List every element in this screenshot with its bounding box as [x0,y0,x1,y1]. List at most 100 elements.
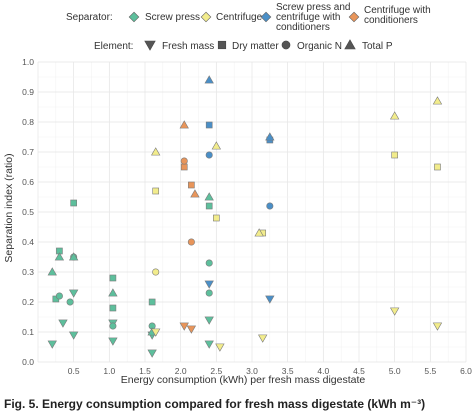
point-screw-dry [148,298,156,306]
legend-label-totp: Total P [362,41,393,52]
separator-legend-title: Separator: [66,12,113,23]
point-centrifuge-fresh [215,343,225,352]
point-centrifuge-dry [391,151,398,159]
point-screw-totp [54,252,65,261]
legend-key-centrifuge_cond [348,11,360,23]
point-screw_cond-dry [205,121,213,129]
x-tick-label: 1.5 [139,366,151,376]
legend-key-totp [344,39,356,50]
y-tick-label: 0.4 [22,237,34,247]
point-centrifuge_cond-orgn [187,238,195,246]
point-centrifuge_cond-totp [190,189,200,198]
point-centrifuge_cond-dry [180,163,188,171]
data-points [47,75,443,358]
point-centrifuge_cond-dry [188,181,195,189]
point-centrifuge-totp [211,141,222,150]
y-tick-label: 0.5 [22,207,34,217]
x-tick-label: 5.5 [424,366,436,376]
point-centrifuge_cond-totp [179,120,189,129]
legend-label-screw_cond: centrifuge with [276,12,340,23]
point-centrifuge-dry [152,187,160,195]
legend-label-centrifuge_cond: conditioners [364,15,418,26]
legend-label-fresh: Fresh mass [162,41,214,52]
point-screw-fresh [204,316,214,325]
y-tick-label: 0.7 [22,147,34,157]
legend-key-screw_cond [260,11,272,23]
legend-key-fresh [144,40,156,51]
y-tick-label: 0.8 [22,117,34,127]
point-screw-orgn [55,292,63,300]
point-screw-fresh [47,340,57,349]
y-tick-label: 0.1 [22,327,34,337]
y-tick-label: 0.2 [22,297,34,307]
x-tick-label: 6.0 [460,366,472,376]
point-screw-dry [109,304,117,312]
point-centrifuge_cond-orgn [180,157,188,165]
point-centrifuge-totp [432,96,443,105]
legend-key-centrifuge [200,11,212,23]
point-centrifuge-orgn [152,268,160,276]
legend-key-orgn [281,40,291,50]
x-tick-label: 5.0 [389,366,401,376]
point-screw_cond-fresh [204,280,214,289]
point-screw-orgn [109,322,117,330]
grid [37,61,467,363]
point-screw-dry [70,199,77,207]
y-tick-label: 0.6 [22,177,34,187]
point-screw-totp [68,252,79,261]
y-axis-ticks: 0.0 0.1 0.2 0.3 0.4 0.5 0.6 0.7 0.8 0.9 1.0 [22,57,34,367]
point-screw-dry [109,274,117,282]
point-centrifuge-fresh [258,334,268,343]
point-screw-fresh [68,289,79,298]
x-axis-ticks: 0.5 1.0 1.5 2.0 2.5 3.0 3.5 4.0 4.5 5.0 5.5 6.0 [68,366,472,376]
point-centrifuge-fresh [389,307,400,316]
x-tick-label: 4.0 [317,366,329,376]
legend-label-screw_cond: Screw press and [276,2,350,13]
point-centrifuge-fresh [151,328,161,337]
point-centrifuge_cond-fresh [179,322,189,331]
y-tick-label: 0.3 [22,267,34,277]
x-tick-label: 0.5 [68,366,80,376]
legend-label-dry: Dry matter [232,41,279,52]
point-screw-orgn [205,289,213,297]
point-screw-totp [47,267,57,276]
point-screw-fresh [204,340,214,349]
x-axis-title: Energy consumption (kWh) per fresh mass … [121,374,366,386]
x-tick-label: 2.0 [175,366,187,376]
point-screw-orgn [205,259,213,267]
point-screw-totp [204,192,214,201]
point-centrifuge-dry [434,163,441,171]
y-axis-title: Separation index (ratio) [3,153,15,262]
point-screw_cond-totp [265,132,275,141]
legend-key-screw [128,11,140,23]
legend-label-orgn: Organic N [297,41,342,52]
x-tick-label: 1.0 [103,366,115,376]
point-centrifuge-fresh [432,322,443,331]
legend-label-centrifuge_cond: Centrifuge with [364,5,431,16]
point-screw-fresh [68,331,79,340]
legend-label-centrifuge: Centrifuge [216,12,263,23]
x-tick-label: 2.5 [210,366,222,376]
legend: Separator: Screw press Centrifuge Screw pre… [66,2,431,52]
point-centrifuge-dry [213,214,220,222]
point-centrifuge-totp [151,147,161,156]
point-screw_cond-fresh [265,295,275,304]
legend-label-screw: Screw press [145,12,200,23]
point-centrifuge-totp [254,228,264,237]
point-screw_cond-orgn [205,151,213,159]
point-screw-fresh [147,349,157,358]
x-tick-label: 4.5 [353,366,365,376]
y-tick-label: 0.9 [22,87,34,97]
element-legend-title: Element: [94,41,133,52]
y-tick-label: 0.0 [22,357,34,367]
point-centrifuge-totp [389,111,400,120]
point-screw-fresh [58,319,68,328]
legend-label-screw_cond: conditioners [276,22,330,33]
x-tick-label: 3.5 [282,366,294,376]
point-screw-orgn [66,298,74,306]
figure-caption: Fig. 5. Energy consumption compared for … [4,397,425,411]
point-screw-fresh [108,337,118,346]
point-screw_cond-totp [204,75,214,84]
legend-key-dry [217,40,227,50]
